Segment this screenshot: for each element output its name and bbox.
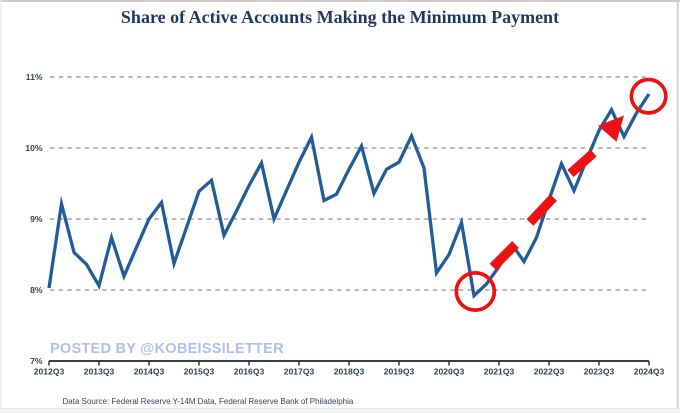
svg-text:Share of Active Accounts Makin: Share of Active Accounts Making the Mini… xyxy=(121,7,559,27)
svg-text:2012Q3: 2012Q3 xyxy=(34,367,65,377)
svg-text:2016Q3: 2016Q3 xyxy=(234,367,265,377)
svg-text:2020Q3: 2020Q3 xyxy=(434,367,465,377)
svg-text:7%: 7% xyxy=(30,356,43,366)
svg-text:2024Q3: 2024Q3 xyxy=(634,367,665,377)
svg-text:9%: 9% xyxy=(30,214,43,224)
svg-text:2021Q3: 2021Q3 xyxy=(484,367,515,377)
svg-text:8%: 8% xyxy=(30,285,43,295)
svg-text:Data Source: Federal Reserve Y: Data Source: Federal Reserve Y-14M Data,… xyxy=(63,397,354,406)
svg-text:2023Q3: 2023Q3 xyxy=(584,367,615,377)
svg-text:11%: 11% xyxy=(26,72,43,82)
svg-text:2017Q3: 2017Q3 xyxy=(284,367,315,377)
svg-text:2018Q3: 2018Q3 xyxy=(334,367,365,377)
svg-text:POSTED BY @KOBEISSILETTER: POSTED BY @KOBEISSILETTER xyxy=(50,341,284,357)
svg-text:2019Q3: 2019Q3 xyxy=(384,367,415,377)
svg-text:2022Q3: 2022Q3 xyxy=(534,367,565,377)
svg-text:10%: 10% xyxy=(25,143,43,153)
svg-text:2014Q3: 2014Q3 xyxy=(134,367,165,377)
svg-text:2015Q3: 2015Q3 xyxy=(184,367,215,377)
svg-text:2013Q3: 2013Q3 xyxy=(84,367,115,377)
